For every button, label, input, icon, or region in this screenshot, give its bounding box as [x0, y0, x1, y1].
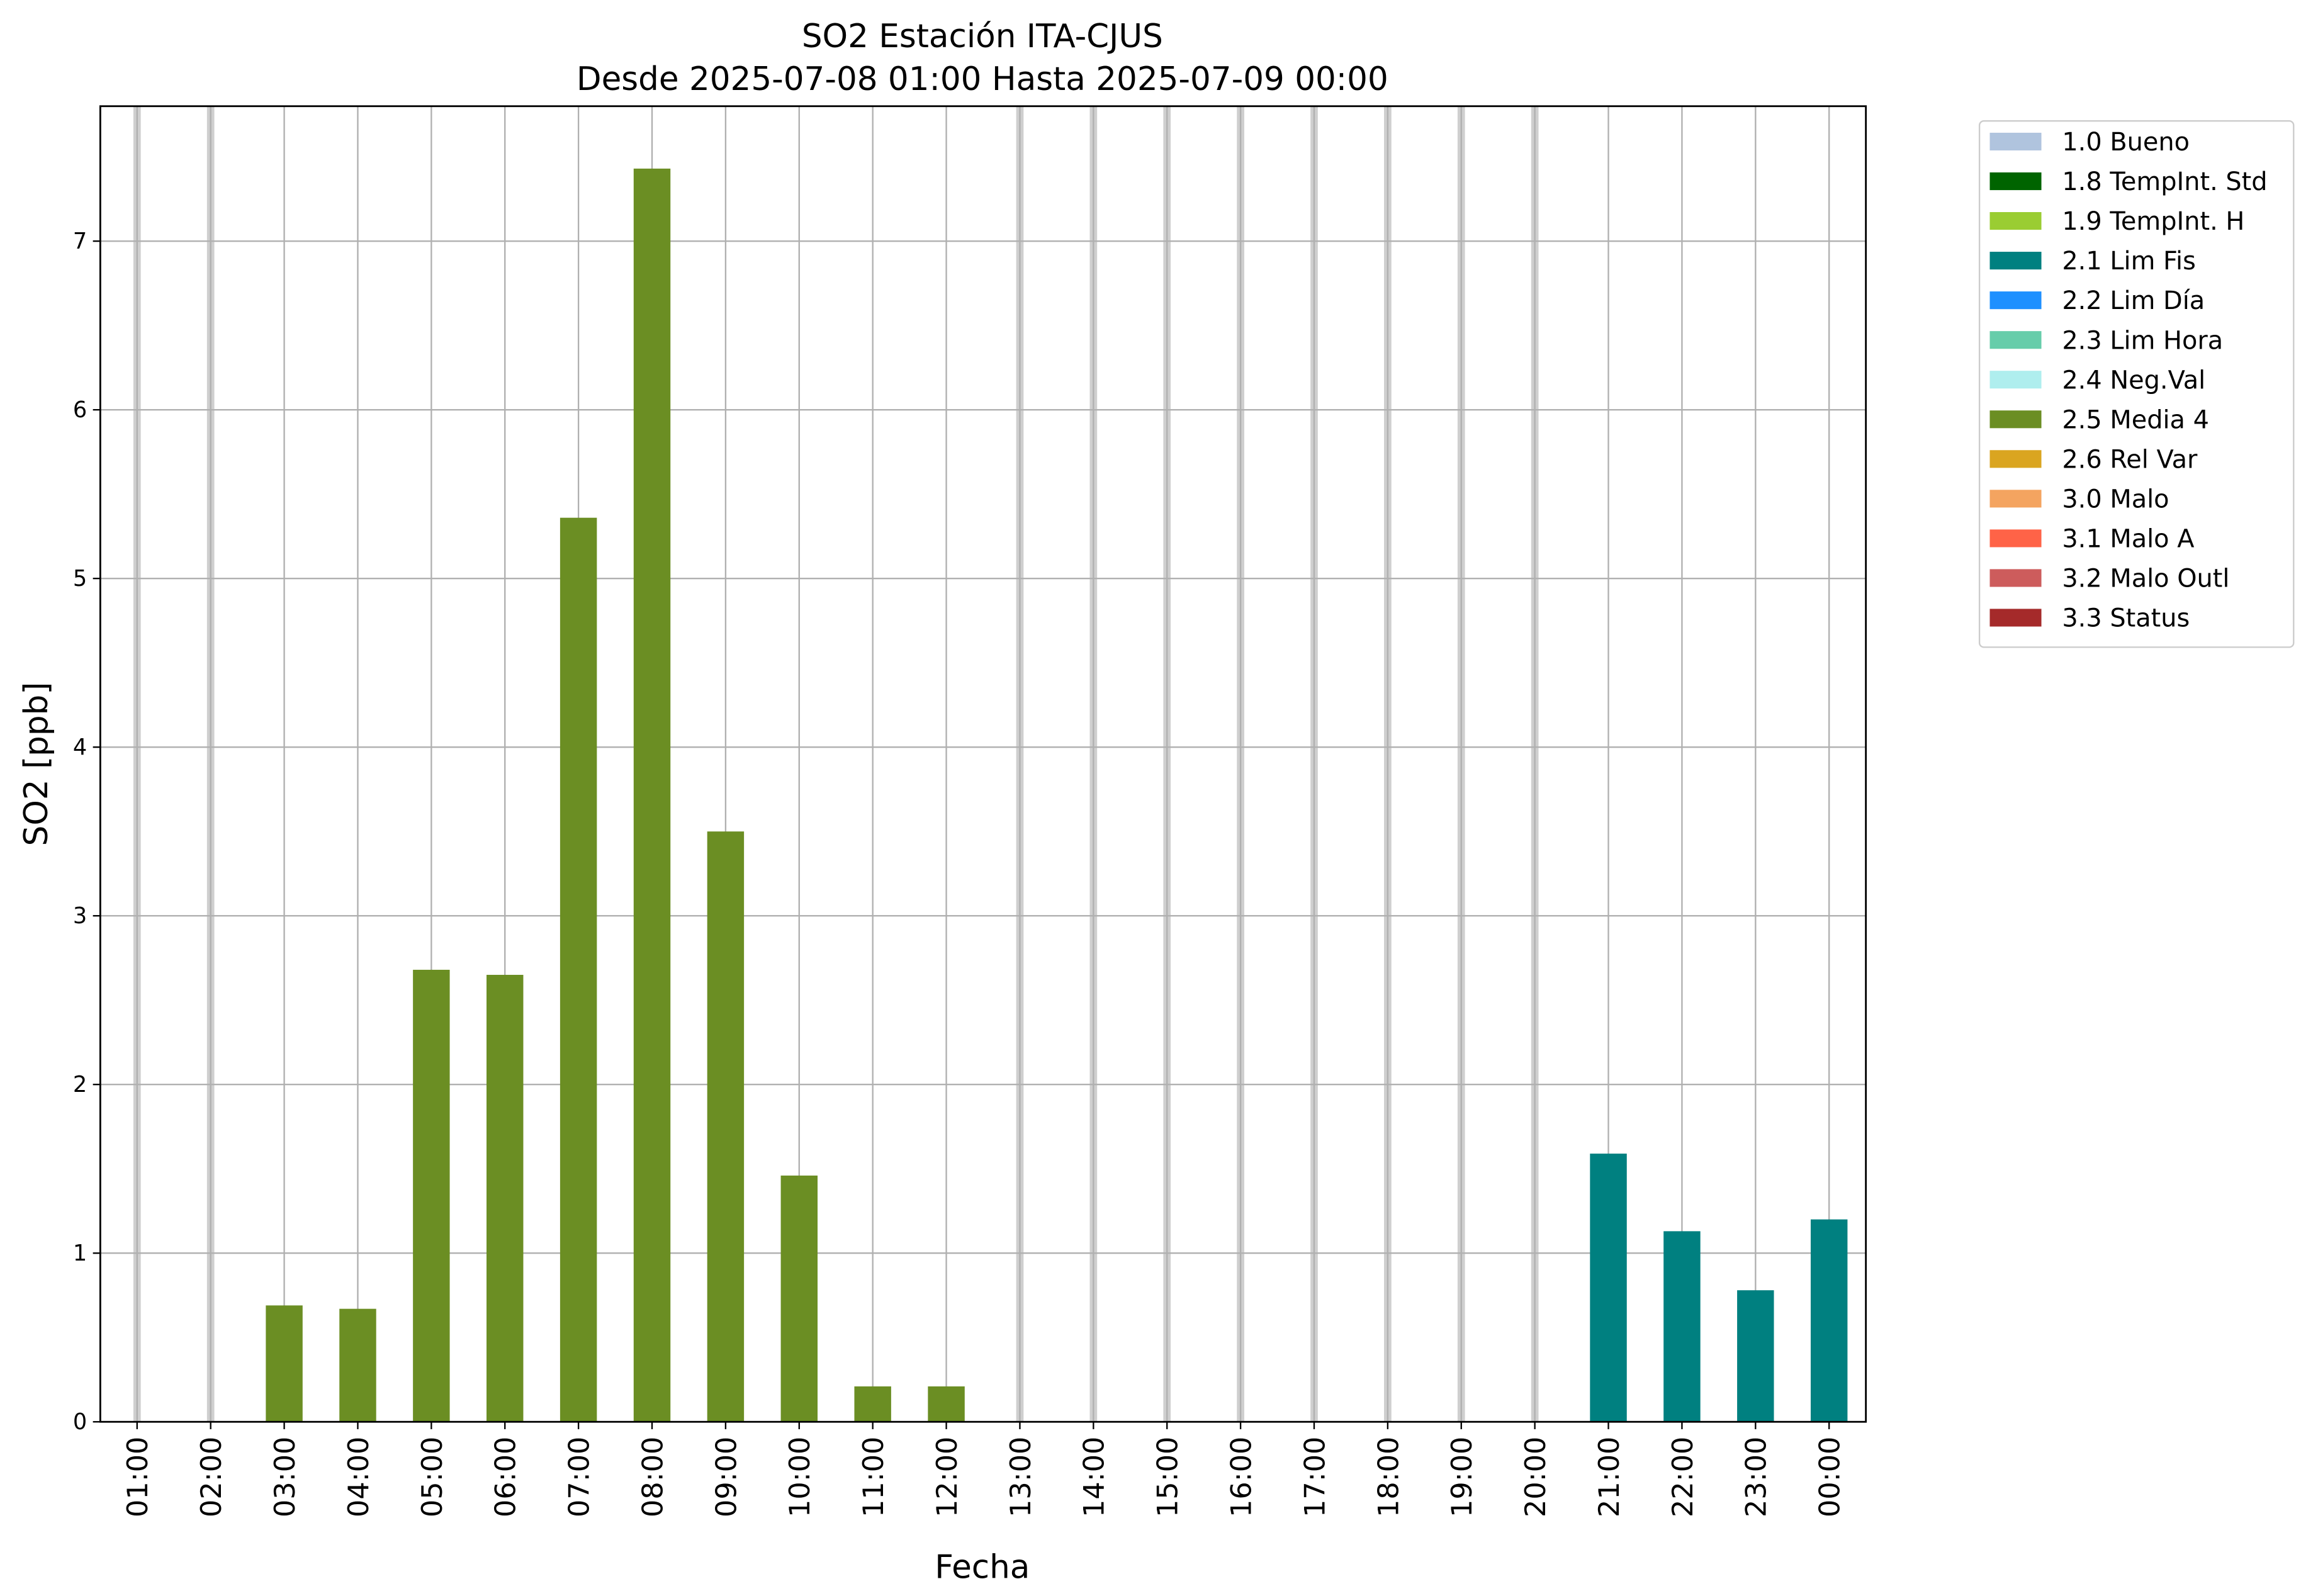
bar — [707, 831, 745, 1422]
legend-swatch — [1989, 609, 2042, 627]
y-tick-label: 3 — [73, 903, 87, 929]
legend-box — [1978, 120, 2295, 648]
legend-label: 3.0 Malo — [2062, 485, 2169, 514]
plot-frame — [99, 105, 1867, 1423]
legend-label: 2.3 Lim Hora — [2062, 326, 2223, 355]
bar — [1737, 1290, 1774, 1422]
legend-swatch — [1989, 490, 2042, 508]
x-axis-label: Fecha — [935, 1549, 1030, 1587]
legend-swatch — [1989, 569, 2042, 587]
legend-swatch — [1989, 291, 2042, 310]
x-tick-label: 14:00 — [1079, 1437, 1111, 1517]
legend-label: 2.4 Neg.Val — [2062, 366, 2205, 395]
legend-label: 2.5 Media 4 — [2062, 405, 2209, 434]
legend-label: 1.8 TempInt. Std — [2062, 167, 2267, 196]
x-tick-label: 15:00 — [1152, 1437, 1184, 1517]
x-tick-label: 21:00 — [1594, 1437, 1626, 1517]
y-tick-label: 5 — [73, 566, 87, 592]
bar — [487, 974, 524, 1422]
x-tick-label: 04:00 — [343, 1437, 375, 1517]
legend-label: 2.6 Rel Var — [2062, 445, 2198, 474]
y-tick-label: 4 — [73, 734, 87, 760]
legend-swatch — [1989, 212, 2042, 230]
bar — [928, 1386, 965, 1422]
bar — [780, 1175, 818, 1422]
legend-swatch — [1989, 450, 2042, 468]
x-tick-label: 18:00 — [1373, 1437, 1405, 1517]
legend-label: 3.1 Malo A — [2062, 524, 2194, 553]
x-tick-label: 09:00 — [711, 1437, 743, 1517]
legend-swatch — [1989, 132, 2042, 151]
x-tick-label: 16:00 — [1226, 1437, 1258, 1517]
y-tick-label: 1 — [73, 1240, 87, 1266]
x-tick-label: 22:00 — [1667, 1437, 1699, 1517]
legend-label: 2.2 Lim Día — [2062, 286, 2205, 315]
chart-subtitle: Desde 2025-07-08 01:00 Hasta 2025-07-09 … — [577, 60, 1388, 98]
x-tick-label: 00:00 — [1814, 1437, 1847, 1517]
legend-swatch — [1989, 172, 2042, 191]
x-tick-label: 17:00 — [1299, 1437, 1331, 1517]
bar — [560, 517, 597, 1422]
bar — [1810, 1219, 1848, 1422]
bar — [633, 168, 671, 1422]
legend-swatch — [1989, 371, 2042, 389]
chart-title: SO2 Estación ITA-CJUS — [802, 18, 1163, 55]
x-tick-label: 10:00 — [784, 1437, 816, 1517]
x-tick-label: 13:00 — [1005, 1437, 1037, 1517]
legend-label: 3.3 Status — [2062, 604, 2190, 633]
y-tick-label: 7 — [73, 228, 87, 254]
y-tick-label: 6 — [73, 397, 87, 423]
bar — [339, 1308, 376, 1422]
legend-swatch — [1989, 529, 2042, 548]
y-tick-label: 0 — [73, 1409, 87, 1435]
bar — [266, 1305, 303, 1422]
x-tick-label: 03:00 — [269, 1437, 301, 1517]
x-tick-label: 01:00 — [122, 1437, 154, 1517]
x-tick-label: 19:00 — [1446, 1437, 1478, 1517]
bar — [1663, 1231, 1701, 1422]
x-tick-label: 20:00 — [1520, 1437, 1552, 1517]
x-tick-label: 11:00 — [858, 1437, 890, 1517]
x-tick-label: 23:00 — [1741, 1437, 1773, 1517]
bar — [1590, 1154, 1627, 1422]
legend-swatch — [1989, 410, 2042, 429]
x-tick-label: 05:00 — [417, 1437, 449, 1517]
legend-label: 2.1 Lim Fis — [2062, 247, 2196, 276]
y-tick-label: 2 — [73, 1072, 87, 1098]
x-tick-label: 07:00 — [564, 1437, 596, 1517]
bar — [854, 1386, 891, 1422]
legend-label: 3.2 Malo Outl — [2062, 565, 2229, 593]
x-tick-label: 08:00 — [637, 1437, 669, 1517]
bar — [413, 969, 450, 1422]
legend-swatch — [1989, 252, 2042, 270]
legend-label: 1.9 TempInt. H — [2062, 207, 2244, 236]
legend-label: 1.0 Bueno — [2062, 128, 2190, 157]
x-tick-label: 12:00 — [931, 1437, 964, 1517]
legend-swatch — [1989, 331, 2042, 349]
x-tick-label: 02:00 — [196, 1437, 228, 1517]
x-tick-label: 06:00 — [490, 1437, 522, 1517]
y-axis-label: SO2 [ppb] — [18, 682, 55, 846]
